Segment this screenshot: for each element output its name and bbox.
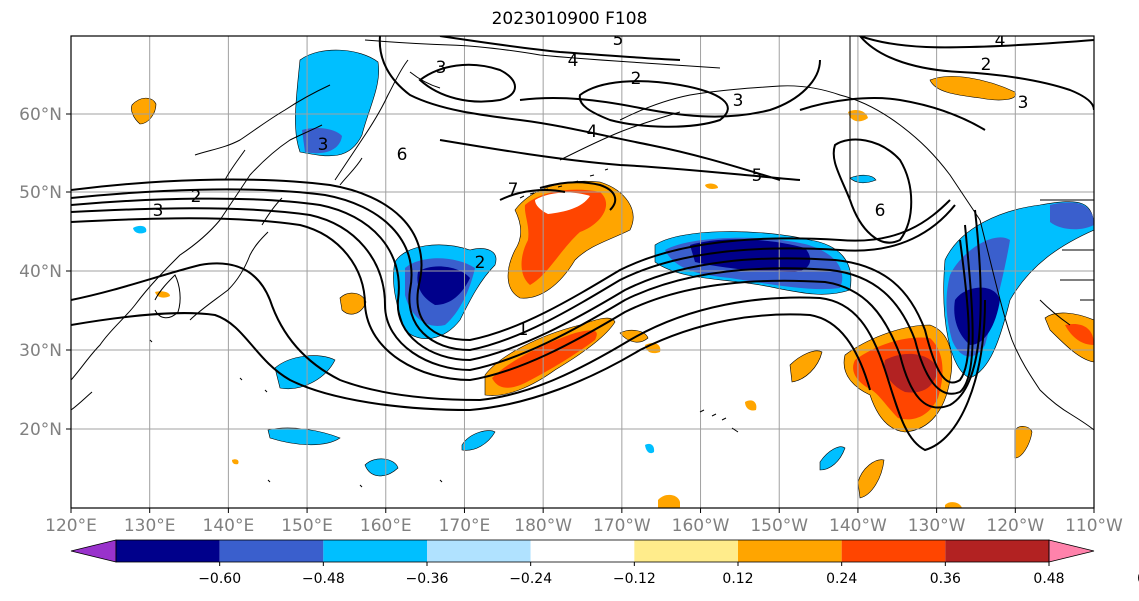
- colorbar-swatch: [945, 540, 1049, 562]
- contour-label: 3: [318, 135, 329, 155]
- contour-label: 1: [518, 320, 529, 340]
- colorbar-swatch: [738, 540, 842, 562]
- latitude-axis: 20°N 30°N 40°N 50°N 60°N: [19, 105, 71, 440]
- longitude-axis: 120°E 130°E 140°E 150°E 160°E 170°E 180°W 170°W…: [45, 508, 1123, 536]
- colorbar-tick-label: 0.24: [826, 571, 857, 587]
- lon-label: 130°W: [908, 516, 966, 536]
- map-frame: [70, 35, 1095, 509]
- colorbar-swatch: [427, 540, 531, 562]
- colorbar-tick-label: −0.36: [406, 571, 449, 587]
- map-title: 2023010900 F108: [491, 9, 648, 29]
- lat-label: 50°N: [19, 183, 62, 203]
- colorbar-tick-label: 0.60: [1137, 571, 1139, 587]
- colorbar: −0.60 −0.48 −0.36 −0.24 −0.12 0.12 0.24 0.36 0.4…: [70, 539, 1139, 587]
- contour-label: 4: [568, 51, 579, 71]
- lon-label: 160°E: [360, 516, 412, 536]
- colorbar-tick-label: −0.48: [302, 571, 345, 587]
- colorbar-tick-label: −0.24: [509, 571, 552, 587]
- lon-label: 120°W: [986, 516, 1044, 536]
- contour-label: 5: [752, 166, 763, 186]
- lat-label: 30°N: [19, 341, 62, 361]
- colorbar-tick-label: −0.60: [198, 571, 241, 587]
- lon-label: 140°E: [203, 516, 255, 536]
- contour-label: 2: [475, 253, 486, 273]
- contour-label: 2: [191, 187, 202, 207]
- colorbar-swatch: [116, 540, 220, 562]
- contour-label: 7: [508, 180, 519, 200]
- lat-label: 20°N: [19, 420, 62, 440]
- map-plot-area: 5 4 3 2 3 4 5 6 6 4 3 2 3 2 3 7 1 2: [71, 30, 1094, 508]
- colorbar-swatch: [634, 540, 738, 562]
- contour-label: 4: [587, 122, 598, 142]
- colorbar-tick-label: 0.48: [1033, 571, 1064, 587]
- colorbar-extend-low: [70, 539, 117, 563]
- colorbar-extend-high: [1048, 539, 1095, 563]
- lon-label: 110°W: [1065, 516, 1123, 536]
- lon-label: 180°W: [514, 516, 572, 536]
- lat-label: 40°N: [19, 262, 62, 282]
- lon-label: 170°W: [593, 516, 651, 536]
- contour-label: 2: [981, 55, 992, 75]
- contour-label: 2: [631, 69, 642, 89]
- lon-label: 150°E: [281, 516, 333, 536]
- colorbar-tick-label: −0.12: [613, 571, 656, 587]
- lon-label: 140°W: [829, 516, 887, 536]
- colorbar-swatch: [323, 540, 427, 562]
- contour-label: 4: [995, 31, 1006, 51]
- contour-label: 6: [875, 201, 886, 221]
- anomaly-fills: [131, 49, 1094, 508]
- coastlines: [71, 36, 1094, 488]
- contour-label: 5: [613, 30, 624, 50]
- lon-label: 160°W: [672, 516, 730, 536]
- contour-label: 3: [436, 58, 447, 78]
- lon-label: 170°E: [439, 516, 491, 536]
- colorbar-swatch: [219, 540, 324, 562]
- contour-lines: [71, 36, 1094, 452]
- colorbar-tick-label: 0.36: [930, 571, 961, 587]
- lon-label: 120°E: [45, 516, 97, 536]
- contour-label: 3: [1018, 93, 1029, 113]
- contour-labels: 5 4 3 2 3 4 5 6 6 4 3 2 3 2 3 7 1 2: [153, 30, 1029, 340]
- lat-label: 60°N: [19, 105, 62, 125]
- colorbar-swatch: [841, 540, 946, 562]
- lon-label: 150°W: [750, 516, 808, 536]
- contour-label: 6: [397, 145, 408, 165]
- colorbar-frame: [115, 539, 1050, 563]
- contour-label: 3: [733, 91, 744, 111]
- colorbar-tick-label: 0.12: [722, 571, 753, 587]
- map-gridlines: [71, 36, 1094, 508]
- lon-label: 130°E: [124, 516, 176, 536]
- contour-label: 3: [153, 201, 164, 221]
- colorbar-swatch: [530, 540, 635, 562]
